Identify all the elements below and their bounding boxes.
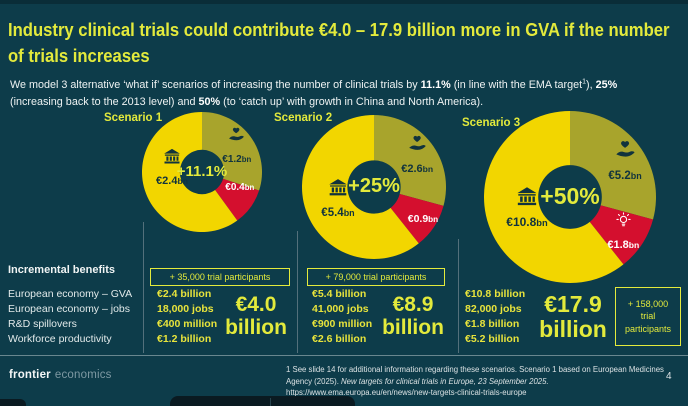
scenario-1-total: €4.0 billion <box>216 293 296 339</box>
bank-icon <box>493 185 562 212</box>
benefit-value: €5.4 billion <box>312 288 367 300</box>
footnote-citation: New targets for clinical trials in Europ… <box>341 376 549 386</box>
column-divider <box>458 239 459 353</box>
intro-segment: (to ‘catch up’ with growth in China and … <box>220 95 484 108</box>
benefit-value: 18,000 jobs <box>157 303 214 315</box>
total-amount: €17.9 <box>544 291 602 317</box>
scenario-1-label: Scenario 1 <box>104 112 163 124</box>
page-title: Industry clinical trials could contribut… <box>8 19 670 66</box>
donut-value-workforce: €5.2bn <box>608 169 642 182</box>
benefit-value: €400 million <box>157 318 218 330</box>
scenario-2-total: €8.9 billion <box>378 293 448 339</box>
total-amount: €4.0 <box>235 293 277 316</box>
scenario-3-donut <box>484 111 656 283</box>
bottom-left-overlay-shape <box>0 399 26 406</box>
heart-in-hand-icon <box>212 126 262 148</box>
footnote-marker: 1 <box>582 78 587 86</box>
donut-value-rnd: €0.4bn <box>225 181 255 193</box>
heart-in-hand-icon <box>388 134 446 158</box>
intro-text: We model 3 alternative ‘what if’ scenari… <box>10 77 650 110</box>
column-divider <box>297 231 298 353</box>
scenario-2-gva-label: €5.4bn <box>311 177 366 221</box>
total-unit: billion <box>225 315 287 339</box>
donut-value-rnd: €0.9bn <box>407 212 439 225</box>
scenario-1-donut <box>142 112 262 232</box>
scenario-1-gva-label: €2.4bn <box>144 147 199 189</box>
benefit-value: 41,000 jobs <box>312 303 369 315</box>
benefit-value: €900 million <box>312 318 373 330</box>
scenario-2-center-label: +25% <box>348 175 400 198</box>
bottom-overlay-shape <box>170 396 355 406</box>
scenario-3-label: Scenario 3 <box>462 117 521 129</box>
benefit-value: €2.4 billion <box>157 288 212 300</box>
bank-icon <box>311 177 366 202</box>
scenario-3-total: €17.9 billion <box>527 292 619 342</box>
lightbulb-icon <box>592 212 654 234</box>
donut-value-gva: €5.4bn <box>321 206 355 219</box>
benefit-value: €2.6 billion <box>312 333 367 345</box>
footnote-segment: 1 See slide 14 for additional informatio… <box>286 365 664 386</box>
footnote: 1 See slide 14 for additional informatio… <box>286 364 668 399</box>
intro-segment: ), <box>586 78 596 91</box>
benefit-value: 82,000 jobs <box>465 303 522 315</box>
scenario-2-label: Scenario 2 <box>274 112 333 124</box>
heart-in-hand-icon <box>594 139 656 165</box>
scenario-3-workforce-label: €5.2bn <box>594 139 656 184</box>
scenario-3-gva-label: €10.8bn <box>493 185 562 231</box>
benefit-value: €5.2 billion <box>465 333 520 345</box>
donut-value-rnd: €1.8bn <box>607 239 640 252</box>
slide-top-edge <box>0 0 688 4</box>
intro-segment: We model 3 alternative ‘what if’ scenari… <box>10 78 421 91</box>
footnote-url: https://www.ema.europa.eu/en/news/new-ta… <box>286 388 527 398</box>
total-unit: billion <box>539 315 607 342</box>
scenario-3-rnd-label: €1.8bn <box>592 212 654 253</box>
total-amount: €8.9 <box>392 293 434 316</box>
scenario-2-participants-box: + 79,000 trial participants <box>307 268 445 286</box>
benefit-row-label: European economy – jobs <box>8 303 130 315</box>
logo-text-light: economics <box>54 369 112 381</box>
benefit-value: €1.2 billion <box>157 333 212 345</box>
intro-segment: (in line with the EMA target <box>450 78 583 91</box>
scenario-1-donut-chart: +11.1% €2.4bn €1.2bn €0.4bn <box>142 112 262 232</box>
donut-value-gva: €2.4bn <box>156 174 188 187</box>
donut-value-workforce: €1.2bn <box>222 154 252 166</box>
bank-icon <box>144 147 199 170</box>
benefit-value: €1.8 billion <box>465 318 520 330</box>
benefit-row-labels: European economy – GVA European economy … <box>8 287 132 347</box>
scenario-1-workforce-label: €1.2bn <box>212 126 262 167</box>
benefit-row-label: R&D spillovers <box>8 318 77 330</box>
scenario-2-workforce-label: €2.6bn <box>388 134 446 177</box>
benefit-row-label: Workforce productivity <box>8 333 112 345</box>
scenario-3-donut-chart: +50% €10.8bn €5.2bn €1.8bn <box>484 111 656 283</box>
scenario-2-values: €5.4 billion 41,000 jobs €900 million €2… <box>312 287 372 347</box>
scenario-2-donut-chart: +25% €5.4bn €2.6bn €0.9bn <box>302 115 446 259</box>
frontier-economics-logo: frontier economics <box>9 369 112 381</box>
column-divider <box>143 222 144 353</box>
scenario-2-rnd-label: €0.9bn <box>400 209 446 227</box>
scenario-3-participants-box: + 158,000 trial participants <box>615 287 681 346</box>
logo-text-bold: frontier <box>9 369 51 381</box>
benefit-row-label: European economy – GVA <box>8 288 133 300</box>
scenario-3-center-label: +50% <box>540 182 600 209</box>
donut-value-workforce: €2.6bn <box>401 162 434 175</box>
scenario-1-participants-box: + 35,000 trial participants <box>150 268 290 286</box>
total-unit: billion <box>382 315 444 339</box>
page-number: 4 <box>666 371 672 382</box>
intro-pct-1: 11.1% <box>420 78 451 91</box>
scenario-3-values: €10.8 billion 82,000 jobs €1.8 billion €… <box>465 287 525 347</box>
benefit-value: €10.8 billion <box>465 288 526 300</box>
scenario-1-center-label: +11.1% <box>176 163 228 181</box>
scenario-1-rnd-label: €0.4bn <box>218 177 262 195</box>
intro-pct-3: 50% <box>198 95 221 108</box>
benefits-heading: Incremental benefits <box>8 264 115 276</box>
scenario-1-values: €2.4 billion 18,000 jobs €400 million €1… <box>157 287 217 347</box>
scenario-2-donut <box>302 115 446 259</box>
donut-value-gva: €10.8bn <box>506 214 548 229</box>
intro-pct-2: 25% <box>595 78 618 91</box>
footer-divider <box>0 355 688 356</box>
bottom-overlay-seam <box>270 398 271 406</box>
intro-segment: (increasing back to the 2013 level) and <box>10 95 199 108</box>
